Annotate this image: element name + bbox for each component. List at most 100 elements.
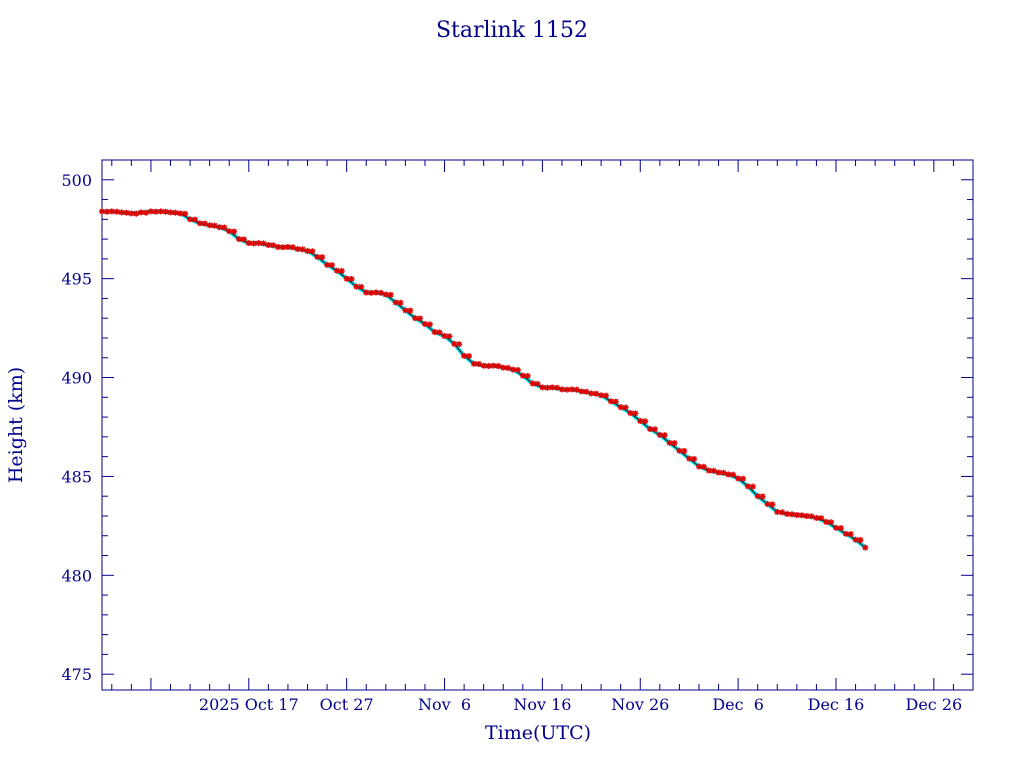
y-axis-title: Height (km) <box>5 367 27 483</box>
x-tick-label: Nov 16 <box>513 695 571 714</box>
data-point-sub <box>475 361 482 367</box>
series-line-cyan <box>100 209 868 550</box>
data-point-sub <box>240 236 247 243</box>
data-point-sub <box>377 289 384 296</box>
data-point <box>637 418 644 424</box>
data-point-sub <box>329 262 335 269</box>
data-point-sub <box>260 240 267 247</box>
data-point-sub <box>231 228 238 235</box>
data-point-sub <box>338 268 345 274</box>
data-point-sub <box>847 531 854 538</box>
data-point <box>529 380 536 387</box>
data-point <box>490 362 497 369</box>
data-point <box>147 208 154 215</box>
data-point <box>803 513 810 519</box>
data-point-sub <box>759 493 766 500</box>
data-point-sub <box>221 224 228 231</box>
data-point-sub <box>524 372 531 379</box>
data-point-sub <box>681 448 688 454</box>
plot-frame <box>101 159 974 691</box>
data-point <box>373 289 379 296</box>
data-point-sub <box>407 307 414 314</box>
data-point-sub <box>642 418 649 425</box>
data-point-sub <box>837 525 844 532</box>
data-point-sub <box>554 384 561 391</box>
x-axis-title: Time(UTC) <box>485 722 591 744</box>
data-point-sub <box>182 210 189 217</box>
data-point-sub <box>583 388 590 395</box>
data-point-sub <box>192 216 198 223</box>
data-point <box>284 244 291 250</box>
data-point-sub <box>348 276 355 282</box>
data-point-sub <box>740 475 746 482</box>
data-point-sub <box>211 222 218 229</box>
chart-title: Starlink 1152 <box>436 18 588 43</box>
x-tick-label: Dec 6 <box>712 695 764 714</box>
data-point <box>559 386 565 393</box>
data-point-sub <box>534 380 541 387</box>
data-point-sub <box>612 398 619 405</box>
data-point-sub <box>123 209 130 216</box>
data-point <box>392 299 399 306</box>
data-point-sub <box>779 509 786 516</box>
data-point-sub <box>593 390 600 397</box>
data-point-sub <box>691 455 698 462</box>
data-point <box>422 321 428 328</box>
y-tick-label: 480 <box>61 566 92 585</box>
data-point-sub <box>456 341 463 348</box>
data-point-sub <box>319 254 326 261</box>
data-point-sub <box>632 410 639 417</box>
data-point-sub <box>485 363 492 369</box>
data-point-sub <box>162 208 169 215</box>
data-point-sub <box>436 329 443 336</box>
data-point-sub <box>426 321 433 328</box>
data-point-sub <box>828 519 835 526</box>
x-tick-label: 2025 Oct 17 <box>199 695 299 714</box>
data-point-sub <box>700 463 707 470</box>
data-point-sub <box>622 404 629 411</box>
data-point-sub <box>143 209 149 216</box>
data-point-sub <box>201 220 208 227</box>
data-point-sub <box>749 483 756 490</box>
y-tick-label: 495 <box>61 270 92 289</box>
data-point <box>412 315 419 322</box>
data-point-sub <box>603 392 609 399</box>
y-tick-label: 485 <box>61 467 92 486</box>
data-point-sub <box>446 333 453 340</box>
data-point <box>862 544 869 551</box>
data-point-sub <box>789 511 795 518</box>
data-point <box>363 289 370 296</box>
data-point-sub <box>857 537 864 543</box>
data-point-sub <box>289 244 296 251</box>
data-point-sub <box>730 471 737 478</box>
data-point <box>167 209 174 216</box>
data-point <box>813 514 820 521</box>
data-point-sub <box>387 291 394 298</box>
data-point <box>823 518 830 525</box>
data-point-sub <box>798 512 805 519</box>
data-point-sub <box>113 208 120 215</box>
x-tick-label: Dec 26 <box>906 695 963 714</box>
data-point-sub <box>514 366 521 373</box>
data-point <box>607 398 614 405</box>
data-point <box>245 240 252 247</box>
data-point-sub <box>358 283 365 290</box>
data-point-sub <box>769 501 776 508</box>
data-point-sub <box>417 315 424 322</box>
y-tick-label: 490 <box>61 369 92 388</box>
y-tick-label: 475 <box>61 665 92 684</box>
x-tick-label: Nov 26 <box>611 695 669 714</box>
data-point <box>157 208 164 215</box>
data-point-sub <box>397 299 404 306</box>
data-point-sub <box>309 248 316 255</box>
plot-area: 475 480 485 490 495 500 2025 Oct 17 Oct 27 Nov 6… <box>61 159 974 714</box>
data-point-sub <box>573 386 580 393</box>
data-point-sub <box>466 353 472 360</box>
x-tick-label: Dec 16 <box>808 695 865 714</box>
data-point-sub <box>270 242 277 249</box>
data-point-sub <box>495 363 502 369</box>
x-tick-label: Oct 27 <box>320 695 374 714</box>
data-point-sub <box>671 440 678 447</box>
data-point-sub <box>720 469 727 476</box>
